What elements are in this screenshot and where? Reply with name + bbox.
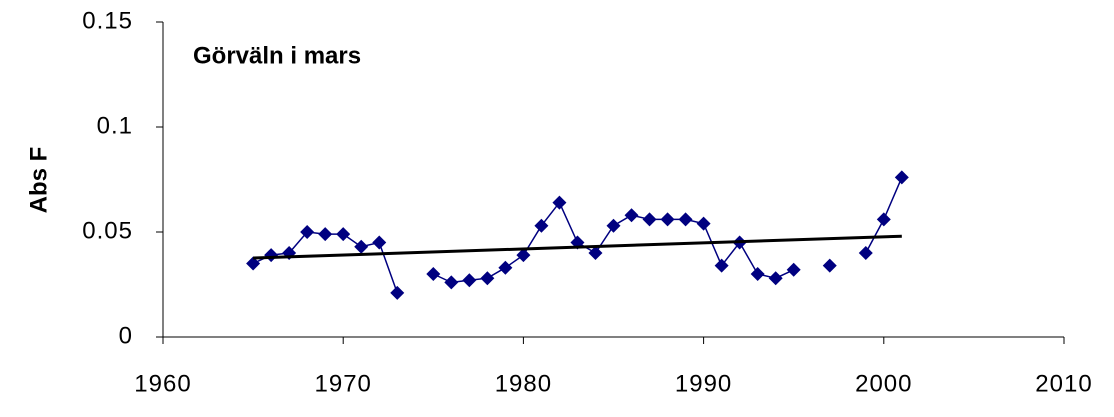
data-point [246,256,261,271]
y-axis-label: Abs F [25,147,52,214]
data-point [318,227,333,242]
data-point [390,285,405,300]
data-point [480,271,495,286]
y-tick-label: 0.1 [97,112,133,139]
y-tick-label: 0.15 [82,7,133,34]
data-point [516,248,531,263]
x-tick-label: 1980 [495,370,552,397]
data-point [678,212,693,227]
x-tick-label: 1960 [134,370,191,397]
data-point [786,262,801,277]
chart-title: Görväln i mars [193,42,361,69]
data-point [606,218,621,233]
data-point [426,267,441,281]
data-point [264,248,279,263]
data-point [714,258,729,273]
data-point [750,267,765,281]
x-tick-label: 1970 [315,370,372,397]
data-point [300,225,315,239]
trend-line [253,234,902,260]
data-point [336,227,351,242]
x-tick-label: 2010 [1035,370,1092,397]
data-point [552,195,567,210]
y-tick-label: 0.05 [82,217,133,244]
data-point [660,212,675,227]
data-point [588,246,603,260]
data-point [444,275,459,290]
data-point [462,273,477,288]
data-point [534,218,549,233]
data-point [498,260,513,275]
x-tick-label: 2000 [855,370,912,397]
data-point [876,212,891,227]
data-point [894,170,909,185]
x-tick-label: 1990 [675,370,732,397]
data-line [252,177,903,294]
data-point [372,235,387,250]
data-point [624,208,639,223]
data-point [642,212,657,227]
data-point [696,216,711,231]
data-point [768,271,783,286]
data-point [354,239,369,254]
y-tick-label: 0 [119,322,133,349]
data-point [822,258,837,273]
data-point [858,246,873,260]
